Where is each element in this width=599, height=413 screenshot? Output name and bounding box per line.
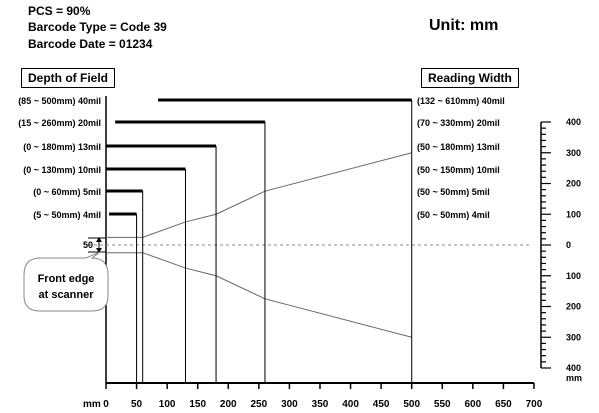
x-tick-label: 350 (312, 399, 329, 410)
front-edge-label-line1: Front edge (38, 273, 95, 285)
dof-label: (5 ~ 50mm) 4mil (33, 210, 101, 220)
dof-label: (15 ~ 260mm) 20mil (18, 118, 101, 128)
dof-label: (85 ~ 500mm) 40mil (18, 96, 101, 106)
reading-width-label: (70 ~ 330mm) 20mil (417, 118, 500, 128)
front-edge-callout (23, 251, 109, 312)
x-tick-label: 450 (373, 399, 390, 410)
right-tick-label: 0 (566, 240, 571, 250)
reading-width-label: (132 ~ 610mm) 40mil (417, 96, 505, 106)
right-tick-label: 100 (566, 209, 581, 219)
x-tick-label: 200 (220, 399, 237, 410)
right-tick-label: 100 (566, 271, 581, 281)
reading-width-label: (50 ~ 180mm) 13mil (417, 142, 500, 152)
front-edge-arrow-down (96, 248, 102, 253)
front-edge-arrow-up (96, 237, 102, 242)
dof-label: (0 ~ 60mm) 5mil (33, 187, 101, 197)
x-tick-label: 150 (189, 399, 206, 410)
reading-width-envelope-upper (106, 152, 412, 238)
x-tick-label: 550 (434, 399, 451, 410)
x-tick-label: 0 (103, 399, 109, 410)
barcode-date-spec: Barcode Date = 01234 (28, 37, 153, 51)
x-tick-label: 700 (526, 399, 543, 410)
reading-width-label: (50 ~ 50mm) 5mil (417, 187, 490, 197)
reading-width-title: Reading Width (421, 68, 519, 88)
x-tick-label: 500 (403, 399, 420, 410)
x-axis-unit-label: mm (83, 399, 101, 410)
reading-width-label: (50 ~ 50mm) 4mil (417, 210, 490, 220)
front-edge-label-line2: at scanner (38, 289, 94, 301)
x-tick-label: 300 (281, 399, 298, 410)
right-tick-label: 200 (566, 179, 581, 189)
right-tick-label: 300 (566, 332, 581, 342)
x-tick-label: 650 (495, 399, 512, 410)
right-tick-label: 400 (566, 363, 581, 373)
unit-label: Unit: mm (429, 17, 499, 34)
front-edge-value: 50 (83, 240, 93, 250)
dof-label: (0 ~ 130mm) 10mil (23, 165, 101, 175)
right-tick-label: 300 (566, 148, 581, 158)
reading-width-label: (50 ~ 150mm) 10mil (417, 165, 500, 175)
x-tick-label: 400 (342, 399, 359, 410)
x-tick-label: 600 (464, 399, 481, 410)
barcode-type-spec: Barcode Type = Code 39 (28, 20, 167, 34)
depth-of-field-title: Depth of Field (21, 68, 115, 88)
x-tick-label: 100 (159, 399, 176, 410)
dof-label: (0 ~ 180mm) 13mil (23, 142, 101, 152)
x-tick-label: 50 (131, 399, 143, 410)
x-tick-label: 250 (251, 399, 268, 410)
reading-width-envelope-lower (106, 252, 412, 338)
right-axis-unit-label: mm (566, 373, 582, 383)
right-tick-label: 400 (566, 117, 581, 127)
pcs-spec: PCS = 90% (28, 4, 91, 18)
right-tick-label: 200 (566, 302, 581, 312)
